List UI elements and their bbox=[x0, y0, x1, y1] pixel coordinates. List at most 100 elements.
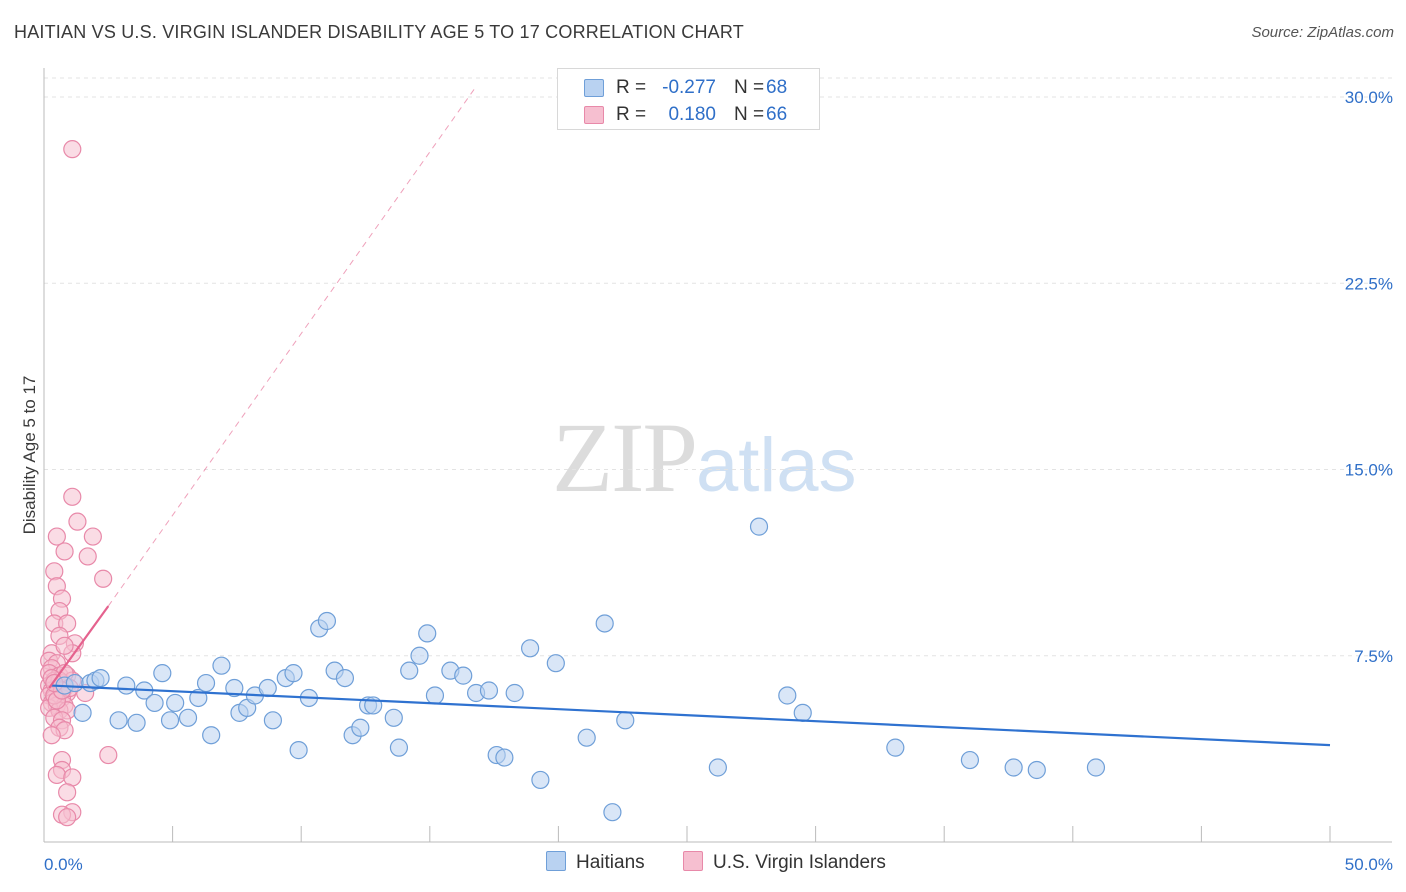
haitian-point bbox=[495, 748, 514, 767]
haitian-point bbox=[289, 741, 308, 760]
virgin-islander-point bbox=[68, 512, 87, 531]
virgin-islander-point bbox=[47, 765, 66, 785]
haitian-point bbox=[73, 703, 92, 722]
haitian-point bbox=[202, 726, 221, 745]
haitian-point bbox=[317, 611, 337, 631]
haitian-point bbox=[531, 770, 550, 790]
y-tick-label: 15.0% bbox=[1345, 461, 1393, 480]
chart-title: HAITIAN VS U.S. VIRGIN ISLANDER DISABILI… bbox=[14, 22, 744, 42]
haitian-point bbox=[212, 656, 231, 675]
haitian-point bbox=[749, 517, 769, 536]
haitian-point bbox=[117, 676, 136, 695]
bottom-legend-label: U.S. Virgin Islanders bbox=[713, 852, 886, 873]
haitian-point bbox=[153, 664, 172, 683]
virgin-islander-point bbox=[55, 636, 74, 655]
haitians-points bbox=[55, 517, 1106, 822]
haitian-point bbox=[178, 708, 198, 727]
bottom-legend-haitians: Haitians bbox=[546, 851, 645, 874]
legend-r-value: 0.180 bbox=[668, 104, 716, 125]
legend-row-virgin-islanders: R = 0.180 N = 66 bbox=[558, 102, 819, 128]
haitian-point bbox=[595, 614, 614, 633]
haitian-point bbox=[505, 683, 524, 703]
haitian-point bbox=[418, 624, 437, 643]
legend-r-label: R = bbox=[616, 104, 647, 125]
haitian-point bbox=[603, 803, 622, 822]
haitian-point bbox=[521, 639, 540, 658]
watermark: ZIPatlas bbox=[552, 400, 857, 515]
trend-lines bbox=[48, 86, 1331, 747]
haitian-point bbox=[389, 738, 409, 757]
haitians-trend-line bbox=[51, 684, 1331, 747]
haitian-point bbox=[778, 686, 797, 705]
x-tick-label-max: 50.0% bbox=[1345, 855, 1393, 874]
virgin-islander-point bbox=[58, 783, 77, 802]
haitian-point bbox=[189, 688, 208, 708]
haitian-point bbox=[91, 668, 110, 688]
haitian-point bbox=[454, 666, 473, 685]
haitian-point bbox=[109, 711, 128, 730]
haitian-point bbox=[145, 693, 164, 713]
legend-row-haitians: R = -0.277 N = 68 bbox=[558, 75, 819, 101]
haitian-point bbox=[65, 673, 84, 693]
grid bbox=[44, 77, 1392, 657]
virgin-islander-point bbox=[42, 726, 61, 745]
bottom-legend-virgin-islanders: U.S. Virgin Islanders bbox=[683, 851, 886, 874]
virgin-islander-point bbox=[94, 569, 113, 588]
haitian-point bbox=[127, 713, 146, 732]
legend-r-value: -0.277 bbox=[662, 77, 716, 98]
haitian-point bbox=[166, 693, 185, 713]
virgin-islander-point bbox=[47, 527, 66, 546]
y-tick-label: 7.5% bbox=[1354, 647, 1393, 666]
bottom-legend-swatch-virgin-islanders bbox=[683, 851, 703, 871]
haitian-point bbox=[1086, 758, 1106, 777]
haitian-point bbox=[425, 686, 445, 705]
tick-labels: 7.5% 15.0% 22.5% 30.0% 0.0% 50.0% bbox=[44, 88, 1393, 874]
correlation-legend: R = -0.277 N = 68 R = 0.180 N = 66 bbox=[557, 68, 820, 130]
haitian-point bbox=[479, 681, 499, 700]
y-tick-label: 30.0% bbox=[1345, 88, 1393, 107]
haitian-point bbox=[160, 711, 180, 730]
legend-n-label: N = bbox=[734, 104, 765, 125]
haitian-point bbox=[793, 703, 812, 722]
haitian-point bbox=[384, 708, 403, 727]
source-label: Source: ZipAtlas.com bbox=[1251, 24, 1394, 41]
haitian-point bbox=[1004, 758, 1023, 777]
haitian-point bbox=[708, 758, 727, 777]
haitian-point bbox=[335, 668, 355, 688]
haitian-point bbox=[284, 664, 303, 683]
haitian-point bbox=[577, 728, 596, 747]
virgin-islander-point bbox=[45, 562, 64, 581]
haitian-point bbox=[196, 673, 216, 693]
virgin-islander-point bbox=[63, 487, 82, 506]
legend-swatch-virgin-islanders bbox=[584, 106, 604, 124]
legend-n-value: 66 bbox=[766, 104, 788, 125]
haitian-point bbox=[225, 678, 244, 698]
haitian-point bbox=[410, 646, 429, 665]
watermark-zip: ZIP bbox=[552, 402, 698, 513]
virgin-islanders-points bbox=[40, 140, 118, 827]
virgin-islanders-trend-line bbox=[48, 605, 110, 689]
virgin-islander-point bbox=[63, 140, 82, 159]
virgin-islander-point bbox=[78, 547, 97, 566]
virgin-islander-point bbox=[58, 808, 77, 827]
virgin-islander-point bbox=[55, 542, 74, 561]
haitian-point bbox=[546, 654, 565, 673]
legend-n-value: 68 bbox=[766, 77, 788, 98]
haitian-point bbox=[1027, 760, 1046, 780]
virgin-islander-point bbox=[99, 745, 118, 765]
virgin-islander-point bbox=[83, 527, 102, 546]
haitian-point bbox=[616, 711, 635, 730]
haitian-point bbox=[258, 678, 277, 698]
haitian-point bbox=[960, 750, 980, 770]
haitian-point bbox=[351, 718, 370, 737]
y-tick-label: 22.5% bbox=[1345, 274, 1393, 293]
haitian-point bbox=[400, 661, 419, 680]
legend-swatch-haitians bbox=[584, 79, 604, 97]
legend-n-label: N = bbox=[734, 77, 765, 98]
x-tick-label-min: 0.0% bbox=[44, 855, 83, 874]
haitian-point bbox=[263, 711, 283, 730]
bottom-legend-swatch-haitians bbox=[546, 851, 566, 871]
axes bbox=[43, 68, 1392, 843]
haitian-point bbox=[886, 738, 905, 757]
